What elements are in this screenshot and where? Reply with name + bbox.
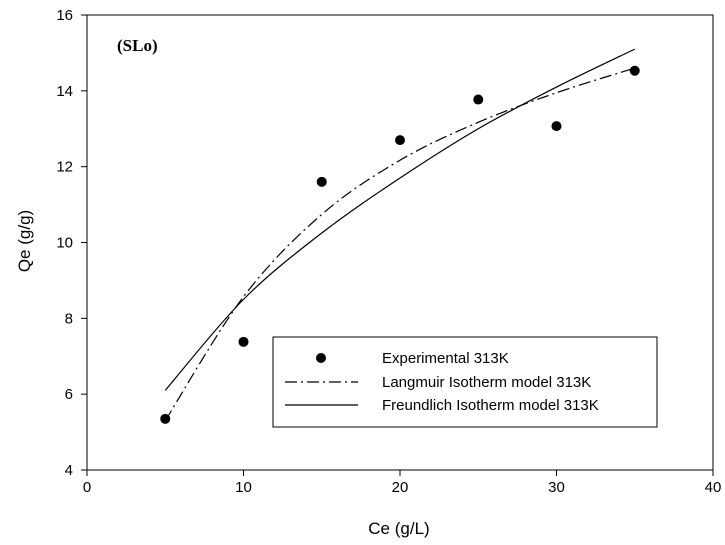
y-tick-label: 16	[56, 7, 73, 24]
x-tick-label: 20	[392, 479, 409, 496]
y-tick-label: 4	[65, 462, 73, 479]
data-point	[238, 336, 249, 347]
series-lines	[164, 48, 636, 422]
series-points	[160, 65, 640, 424]
data-point	[160, 413, 171, 424]
x-tick-label: 0	[83, 479, 91, 496]
x-tick-label: 10	[235, 479, 252, 496]
y-tick-label: 14	[56, 83, 73, 100]
data-point	[551, 121, 562, 132]
data-point	[473, 94, 484, 105]
legend-label-freundlich: Freundlich Isotherm model 313K	[382, 397, 599, 414]
y-tick-label: 6	[65, 386, 73, 403]
y-tick-label: 8	[65, 310, 73, 327]
x-axis-title: Ce (g/L)	[368, 519, 429, 538]
x-axis: 0 10 20 30 40	[83, 470, 722, 496]
chart-annotation: (SLo)	[117, 36, 158, 55]
y-axis: 4 6 8 10 12 14 16	[56, 7, 87, 479]
legend-label-langmuir: Langmuir Isotherm model 313K	[382, 374, 591, 391]
x-tick-label: 30	[548, 479, 565, 496]
freundlich-curve	[164, 48, 636, 391]
data-point	[629, 65, 640, 76]
legend-marker-experimental	[316, 353, 326, 363]
legend-label-experimental: Experimental 313K	[382, 350, 509, 367]
data-point	[395, 135, 405, 146]
x-tick-label: 40	[705, 479, 722, 496]
y-tick-label: 10	[56, 235, 73, 252]
y-axis-title: Qe (g/g)	[15, 210, 34, 272]
legend: Experimental 313K Langmuir Isotherm mode…	[272, 336, 658, 428]
y-tick-label: 12	[56, 159, 73, 176]
data-point	[316, 176, 327, 187]
